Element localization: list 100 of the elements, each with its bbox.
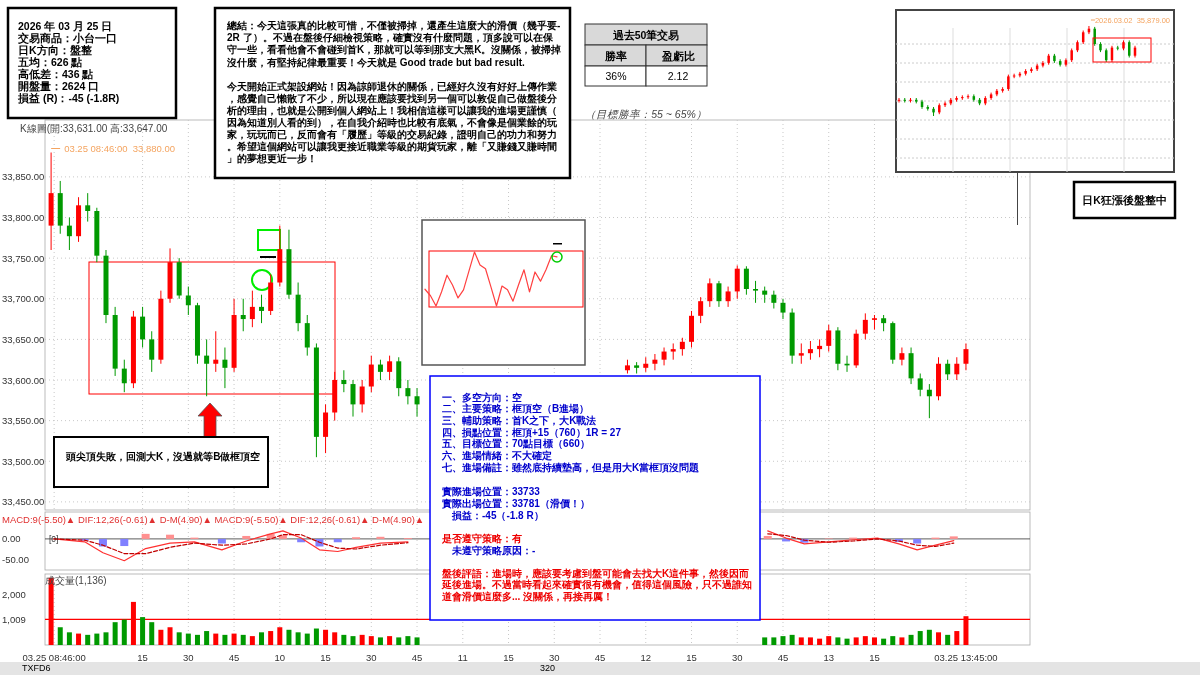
bar: [377, 637, 383, 645]
bar: [917, 631, 923, 645]
bar: [94, 633, 100, 645]
y-tick-label: 33,750.00: [2, 252, 45, 264]
x-tick-label: 30: [548, 651, 560, 663]
annotation: 損益：-45（-1.8 R）: [451, 509, 544, 521]
candlestick: [954, 356, 960, 381]
bar: [881, 638, 887, 645]
bar: [76, 633, 82, 645]
chart-title: 成交量(1,136): [45, 574, 107, 586]
text: （目標勝率：55 ~ 65%）: [585, 108, 707, 120]
bar: [249, 636, 255, 645]
bar: [213, 633, 219, 645]
candlestick: [725, 286, 731, 308]
bar: [341, 634, 347, 645]
bar: [899, 637, 905, 645]
annotation: 六、進場情緒：不大確定: [441, 450, 552, 461]
x-tick-label: 11: [457, 651, 468, 663]
bar: [798, 637, 804, 645]
text: 五均：626 點: [17, 55, 83, 68]
bar: [185, 633, 191, 645]
y-tick-label: 2,000: [2, 588, 26, 600]
chart-title: K線圖(開:33,631.00 高:33,647.00: [20, 122, 168, 134]
bar: [121, 619, 127, 645]
y-tick-label: 33,500.00: [2, 455, 45, 467]
y-tick-label: 33,650.00: [2, 333, 45, 345]
bar: [835, 637, 841, 645]
candlestick: [259, 294, 265, 324]
text: 320: [540, 663, 556, 673]
candlestick: [185, 286, 191, 316]
y-tick-label: 33,800.00: [2, 212, 45, 223]
candlestick: [1064, 57, 1068, 67]
annotation: 實際出場位置：33781（滑價！）: [441, 497, 590, 509]
bar: [167, 627, 173, 645]
x-tick-label: 45: [594, 651, 606, 663]
bar: [295, 632, 301, 645]
annotation: 是否遵守策略：有: [441, 532, 522, 544]
annotation: 未遵守策略原因：-: [451, 544, 536, 556]
bar: [222, 634, 228, 645]
text: 2.12: [667, 70, 689, 82]
y-tick-label: -50.00: [2, 554, 29, 566]
x-tick-label: 15: [320, 651, 331, 663]
x-tick-label: 30: [183, 651, 194, 663]
bar: [240, 634, 246, 645]
text: 過去50筆交易: [611, 29, 680, 41]
candlestick: [240, 298, 246, 332]
x-tick-label: 30: [366, 651, 377, 663]
candlestick: [140, 306, 146, 348]
x-tick-label: 13: [823, 651, 835, 663]
bar: [871, 637, 877, 645]
bar: [323, 629, 329, 645]
bar: [396, 637, 402, 645]
bar: [194, 634, 200, 645]
annotation: 一、多空方向：空: [442, 391, 522, 403]
candlestick: [743, 265, 749, 296]
candlestick: [405, 379, 411, 405]
x-tick-label: 15: [869, 651, 880, 663]
x-tick-label: 45: [777, 651, 789, 663]
candlestick: [377, 359, 383, 381]
text: 高低差：436 點: [18, 67, 94, 80]
x-tick-label: 15: [137, 651, 148, 663]
bar: [286, 629, 292, 645]
annotation: 今天開始正式架設網站！因為諒師退休的關係，已經好久沒有好好上傳作業，感覺自己懶散了不少，所以現在應該要找到另一個可以敦促自己做盤後分析的理由，也就是公開到個人網站上！我相信這樣可以讓我的進場更謹慎（因為知道別人看的到），在自我介紹時也比較有底氣，不會像是個業餘的玩家，玩玩而已，反而會有「履歷」等級的交易紀錄，證明自己的功力和努力。希望這個網站可以讓我更接近職業等級的期貨玩家，離「又賺錢又賺時間」的夢想更近一步！: [226, 81, 558, 165]
x-tick-label: 10: [274, 651, 286, 663]
bar: [826, 636, 832, 645]
bar: [789, 634, 795, 645]
candlestick: [798, 342, 804, 365]
candlestick: [249, 290, 255, 328]
candlestick: [66, 217, 72, 251]
y-tick-label: 33,600.00: [2, 374, 45, 386]
text: 總結：今天這張真的比較可惜，不僅被掃掉，還產生這麼大的滑價（幾乎要-2R 了）。不過在盤後仔細檢視策略，確實沒有什麼問題，頂多說可以在保守一些，看看他會不會碰到首K，那就可以等到那支大黑K。沒關係，被掃掉沒什麼，有堅持紀律最重要！今天就是 Good trade but bad result.: [226, 20, 562, 68]
candlestick: [652, 353, 658, 371]
x-tick-label: 15: [503, 651, 514, 663]
text: 損益 (R)：-45 (-1.8R): [17, 91, 120, 105]
annotation: 實際進場位置：33733: [441, 485, 541, 497]
text: 日K方向：盤整: [18, 43, 92, 56]
bar: [853, 637, 859, 645]
bar: [66, 632, 72, 645]
candlestick: [359, 379, 365, 413]
text: 2026 年 03 月 25 日: [18, 19, 113, 32]
candlestick: [945, 359, 951, 381]
candlestick: [414, 387, 420, 418]
bar: [368, 636, 374, 645]
bar: [313, 628, 319, 645]
candlestick: [716, 280, 722, 308]
bar: [277, 627, 283, 645]
annotation: 七、進場備註：雖然底持續墊高，但是用大K當框頂沒問題: [441, 461, 700, 473]
bar: [926, 629, 932, 645]
candlestick: [85, 192, 91, 223]
bar: [140, 617, 146, 645]
candlestick: [204, 338, 210, 397]
bar: [817, 638, 823, 645]
bar: [268, 631, 274, 645]
bar: [807, 637, 813, 645]
candlestick: [862, 312, 868, 340]
bar: [359, 634, 365, 645]
bar: [405, 636, 411, 645]
candlestick: [926, 383, 932, 419]
candlestick: [707, 277, 713, 308]
bar: [332, 632, 338, 645]
